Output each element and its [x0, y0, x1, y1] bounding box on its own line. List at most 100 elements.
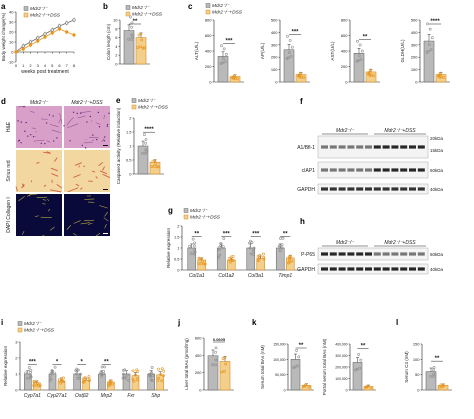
data-point: [302, 384, 306, 388]
data-point: [281, 236, 285, 240]
data-point: [14, 50, 18, 54]
nucleus-dot: [25, 121, 27, 124]
x-tick-label: 2: [29, 63, 32, 68]
chart-l: 0 50 100 150 Serum C4 (nM) **: [404, 342, 452, 393]
data-point: [139, 45, 142, 49]
y-tick-label: 500: [411, 18, 418, 23]
blot-band: [347, 252, 355, 256]
chart-j: 0 200 400 600 Liver total BAs (pmol/mg) 0.060…: [184, 336, 234, 393]
data-point: [292, 366, 295, 370]
data-point: [188, 244, 192, 248]
data-point: [121, 368, 125, 372]
sig-label: ***: [291, 29, 299, 35]
tissue-texture: [47, 198, 50, 202]
tissue-texture: [103, 217, 109, 222]
tissue-texture: [95, 122, 101, 125]
tissue-texture: [73, 174, 81, 178]
y-tick-label: 1: [177, 246, 180, 251]
legend-label-ctrl: Mdr2⁻/⁻: [30, 6, 48, 12]
tissue-texture: [50, 189, 62, 193]
y-axis-label: Liver total BAs (pmol/mg): [184, 338, 189, 390]
blot-band: [321, 252, 328, 256]
bar: [283, 49, 295, 83]
tissue-texture: [43, 151, 50, 154]
histology-column-label: Mdr2⁻/⁻: [30, 100, 48, 106]
y-tick-label: 600: [205, 33, 212, 38]
tissue-texture: [58, 118, 62, 124]
data-point: [102, 370, 106, 373]
data-point: [367, 72, 371, 75]
y-tick-label: 4: [115, 44, 118, 49]
data-point: [141, 46, 145, 50]
histology-image: [64, 150, 110, 192]
nucleus-dot: [84, 147, 87, 149]
data-point: [222, 47, 226, 51]
y-tick-label: 2: [177, 224, 180, 229]
data-point: [214, 351, 217, 354]
tissue-texture: [77, 115, 86, 119]
blot-protein-label: cIAP1: [302, 168, 316, 174]
blot-band: [329, 267, 337, 271]
histology-column-label: Mdr2⁻/⁻+DSS: [71, 100, 103, 106]
data-point: [218, 245, 222, 249]
sig-label: **: [363, 34, 368, 40]
blot-band: [356, 187, 364, 191]
tissue-texture: [50, 167, 58, 172]
legend-swatch-dss: [125, 11, 131, 17]
data-point: [287, 51, 291, 54]
y-tick-label: 200: [271, 55, 278, 60]
y-tick-label: 400: [341, 49, 348, 54]
blot-band: [329, 168, 337, 172]
data-point: [357, 352, 361, 356]
x-tick-label: Cyp27a1: [47, 393, 67, 399]
blot-band: [373, 145, 381, 149]
data-point: [131, 377, 135, 381]
data-point: [222, 237, 226, 240]
blot-band: [373, 168, 381, 172]
tissue-texture: [82, 165, 86, 168]
y-tick-label: 1: [15, 372, 18, 377]
data-point: [199, 262, 203, 265]
panel-letter: d: [1, 97, 6, 106]
data-point: [425, 50, 429, 54]
blot-band: [356, 168, 364, 172]
data-point: [214, 363, 217, 367]
data-point: [369, 68, 372, 72]
blot-band: [382, 252, 390, 256]
data-point: [295, 348, 299, 352]
data-point: [153, 159, 157, 163]
data-point: [355, 367, 359, 371]
nucleus-dot: [69, 140, 71, 142]
data-point: [203, 262, 207, 266]
data-point: [83, 377, 87, 381]
data-point: [221, 245, 225, 249]
panel-letter: a: [1, 2, 6, 11]
data-point: [220, 370, 224, 374]
y-tick-label: 100,000: [273, 358, 285, 362]
data-point: [57, 27, 62, 31]
tissue-texture: [59, 113, 61, 118]
y-axis-label: Caspase3 activity (Relative induction): [116, 107, 121, 184]
panel-letter: j: [177, 318, 180, 327]
sig-label: ***: [29, 359, 37, 365]
tissue-texture: [48, 208, 50, 212]
data-point: [290, 45, 294, 49]
chart-k1: 0 50,000 100,000 150,000 Serum total BAs (nM…: [260, 343, 314, 393]
nucleus-dot: [103, 140, 106, 142]
data-point: [370, 73, 373, 77]
histology-image: [16, 194, 62, 236]
tissue-texture: [15, 186, 18, 192]
y-tick-label: 400: [411, 30, 418, 35]
blot-band: [400, 187, 408, 191]
data-point: [357, 54, 361, 58]
data-point: [127, 379, 131, 382]
x-tick-label: 6: [58, 63, 61, 68]
scale-bar: [103, 145, 108, 146]
data-point: [218, 253, 222, 257]
y-tick-label: 400: [271, 30, 278, 35]
blot-kda-label: 60kDa: [430, 168, 444, 173]
data-point: [307, 385, 311, 389]
blot-group-label: Mdr2⁻/⁻: [336, 240, 354, 246]
sig-label: *: [56, 359, 59, 365]
blot-band: [373, 187, 381, 191]
